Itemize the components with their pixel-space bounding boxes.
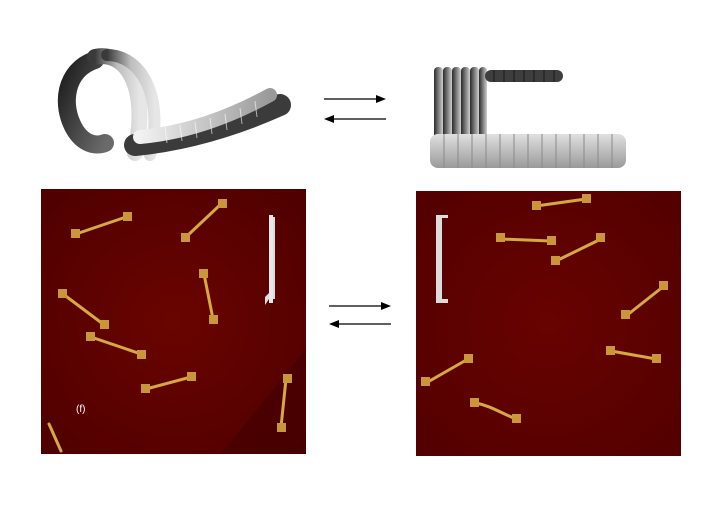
equilibrium-arrows-bottom [329,302,391,328]
arrow-reverse-head [324,115,334,123]
equilibrium-arrows-top [324,95,386,123]
panel-label: (f) [76,404,86,415]
curved-bundle-model [57,48,291,161]
folded-rod-model [430,67,626,168]
afm-image-left: (f) [41,189,306,454]
arrow-forward-head [376,95,386,103]
afm-image-right [416,191,681,456]
